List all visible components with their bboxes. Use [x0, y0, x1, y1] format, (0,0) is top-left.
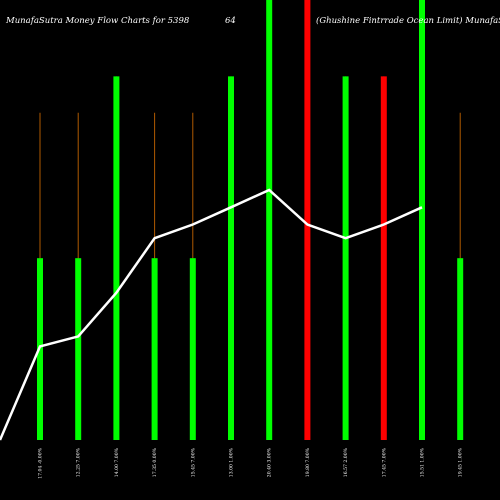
- chart-title-mid: 64: [225, 16, 236, 26]
- x-tick-label: 20.40 3.00%: [267, 447, 273, 477]
- bar: [113, 76, 120, 440]
- money-flow-line: [0, 188, 423, 441]
- chart-title-left: MunafaSutra Money Flow Charts for 5398: [5, 16, 190, 26]
- wick-layer: [39, 0, 461, 440]
- bar: [342, 76, 349, 440]
- bar: [228, 76, 234, 440]
- x-tick-label: 17.45 7.00%: [381, 447, 387, 477]
- bar: [266, 0, 273, 440]
- x-tick-label: 15.45 7.00%: [190, 447, 196, 477]
- x-tick-label: 19.45 1.00%: [458, 447, 464, 477]
- bar: [457, 258, 464, 440]
- x-tick-label: 17.04 -0.00%: [38, 447, 44, 478]
- bar: [304, 0, 311, 440]
- x-tick-label: 16.57 2.00%: [343, 447, 349, 477]
- bar: [419, 0, 425, 440]
- bar-layer: [37, 0, 464, 440]
- bar: [151, 258, 158, 440]
- x-tick-label: 15.51 1.00%: [420, 447, 426, 477]
- x-tick-label: 19.80 7.00%: [305, 447, 311, 477]
- x-tick-label: 17.35 0.00%: [152, 447, 158, 477]
- x-tick-label: 12.25 7.00%: [76, 447, 82, 477]
- x-tick-labels: 17.04 -0.00% 12.25 7.00% 14.00 7.00% 17.35 …: [38, 447, 464, 478]
- x-tick-label: 14.00 7.00%: [114, 447, 120, 477]
- chart-title-right: (Ghushine Fintrrade Ocean Limit) MunafaS…: [316, 15, 500, 26]
- x-tick-label: 13.00 1.00%: [229, 447, 235, 477]
- bar: [75, 258, 82, 440]
- bar: [380, 76, 387, 440]
- bar: [189, 258, 196, 440]
